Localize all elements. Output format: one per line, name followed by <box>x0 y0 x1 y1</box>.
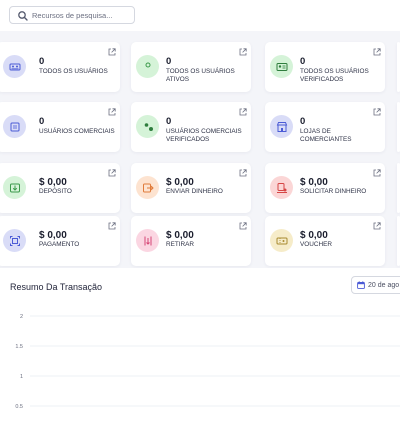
id-card-icon <box>270 55 293 78</box>
stat-value: $ 0,00 <box>300 230 328 241</box>
stat-label: PAGAMENTO <box>39 241 80 248</box>
stat-label: RETIRAR <box>166 241 195 248</box>
transaction-summary-title: Resumo Da Transação <box>10 282 103 292</box>
stat-value: 0 <box>166 116 172 127</box>
stat-label: SOLICITAR DINHEIRO <box>300 188 367 195</box>
stat-label: TODOS OS USUÁRIOS VERIFICADOS <box>300 68 369 84</box>
external-link-icon[interactable] <box>108 169 116 177</box>
stat-card-partial[interactable] <box>397 163 400 213</box>
withdraw-icon <box>136 229 159 252</box>
external-link-icon[interactable] <box>239 108 247 116</box>
stat-label: USUÁRIOS COMERCIAIS <box>39 128 115 135</box>
voucher-icon <box>270 229 293 252</box>
stat-card-partial[interactable] <box>397 216 400 266</box>
stat-value: 0 <box>39 56 45 67</box>
stat-card[interactable]: 0 TODOS OS USUÁRIOS VERIFICADOS <box>265 42 385 92</box>
calendar-icon <box>357 281 365 289</box>
stat-value: $ 0,00 <box>166 177 194 188</box>
request-money-icon <box>270 176 293 199</box>
stat-label: LOJAS DE COMERCIANTES <box>300 128 352 144</box>
merchant-user-icon <box>3 115 26 138</box>
stat-card[interactable]: $ 0,00 SOLICITAR DINHEIRO <box>265 163 385 213</box>
send-money-icon <box>136 176 159 199</box>
stat-value: $ 0,00 <box>166 230 194 241</box>
stat-card[interactable]: $ 0,00 ENVIAR DINHEIRO <box>131 163 251 213</box>
stat-card[interactable]: 0 TODOS OS USUÁRIOS <box>0 42 120 92</box>
date-range-button[interactable]: 20 de ago <box>351 276 400 294</box>
y-tick-label: 0.5 <box>15 404 23 410</box>
stat-value: $ 0,00 <box>39 177 67 188</box>
stat-card-partial[interactable] <box>397 42 400 92</box>
stat-value: $ 0,00 <box>300 177 328 188</box>
search-input[interactable] <box>32 10 132 20</box>
stat-card[interactable]: 0 LOJAS DE COMERCIANTES <box>265 102 385 152</box>
transaction-summary-panel: Resumo Da Transação 20 de ago 2 1.5 1 0.5 <box>0 268 400 424</box>
merchant-verified-icon <box>136 115 159 138</box>
stat-value: 0 <box>300 56 306 67</box>
stat-value: 0 <box>166 56 172 67</box>
stat-card[interactable]: $ 0,00 RETIRAR <box>131 216 251 266</box>
payment-icon <box>3 229 26 252</box>
users-icon <box>3 55 26 78</box>
date-range-label: 20 de ago <box>368 281 400 289</box>
y-tick-label: 1.5 <box>15 344 23 350</box>
stat-label: ENVIAR DINHEIRO <box>166 188 223 195</box>
external-link-icon[interactable] <box>373 169 381 177</box>
external-link-icon[interactable] <box>108 108 116 116</box>
stat-card[interactable]: 0 USUÁRIOS COMERCIAIS VERIFICADOS <box>131 102 251 152</box>
y-tick-label: 1 <box>20 374 23 380</box>
stat-value: 0 <box>39 116 45 127</box>
external-link-icon[interactable] <box>239 169 247 177</box>
stat-label: DEPÓSITO <box>39 188 72 195</box>
external-link-icon[interactable] <box>373 108 381 116</box>
stat-card[interactable]: $ 0,00 DEPÓSITO <box>0 163 120 213</box>
stat-label: TODOS OS USUÁRIOS ATIVOS <box>166 68 235 84</box>
stat-label: VOUCHER <box>300 241 332 248</box>
external-link-icon[interactable] <box>108 48 116 56</box>
search-box[interactable] <box>9 6 135 24</box>
external-link-icon[interactable] <box>108 222 116 230</box>
store-icon <box>270 115 293 138</box>
transaction-chart: 2 1.5 1 0.5 <box>15 314 400 410</box>
stat-label: TODOS OS USUÁRIOS <box>39 68 108 75</box>
stat-card-partial[interactable] <box>397 102 400 152</box>
stat-value: $ 0,00 <box>39 230 67 241</box>
external-link-icon[interactable] <box>239 48 247 56</box>
y-tick-label: 2 <box>20 314 23 320</box>
top-bar <box>0 0 400 31</box>
external-link-icon[interactable] <box>373 222 381 230</box>
stat-card[interactable]: 0 USUÁRIOS COMERCIAIS <box>0 102 120 152</box>
stat-card[interactable]: 0 TODOS OS USUÁRIOS ATIVOS <box>131 42 251 92</box>
external-link-icon[interactable] <box>373 48 381 56</box>
stat-label: USUÁRIOS COMERCIAIS VERIFICADOS <box>166 128 242 144</box>
stat-card[interactable]: $ 0,00 PAGAMENTO <box>0 216 120 266</box>
deposit-icon <box>3 176 26 199</box>
external-link-icon[interactable] <box>239 222 247 230</box>
search-icon <box>17 9 29 21</box>
stat-value: 0 <box>300 116 306 127</box>
user-active-icon <box>136 55 159 78</box>
stat-card[interactable]: $ 0,00 VOUCHER <box>265 216 385 266</box>
